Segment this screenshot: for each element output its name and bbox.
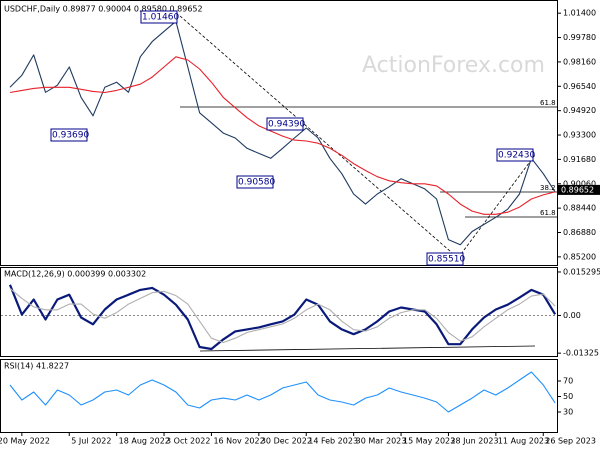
rsi-panel — [0, 359, 558, 433]
rsi-title: RSI(14) 41.8227 — [4, 362, 69, 371]
trend-line — [457, 154, 536, 259]
x-tick-label: 30 Dec 2022 — [261, 437, 312, 446]
watermark: ActionForex.com — [362, 53, 545, 78]
series-line — [9, 371, 556, 413]
y-tick-label: 50 — [563, 392, 573, 401]
x-tick-label: 16 Nov 2022 — [213, 437, 264, 446]
y-tick-label: 0.93300 — [563, 131, 596, 140]
y-tick-label: 0.94920 — [563, 106, 596, 115]
last-price-label: 0.89652 — [561, 185, 594, 194]
x-tick-label: 3 Oct 2022 — [166, 437, 210, 446]
y-tick-label: 0.88440 — [563, 204, 596, 213]
y-tick-label: 0.00 — [563, 311, 581, 320]
annotation: 0.85510 — [428, 255, 465, 265]
series-line — [9, 287, 556, 344]
x-tick-label: 30 Mar 2023 — [356, 437, 407, 446]
y-tick-label: 0.85200 — [563, 252, 596, 261]
y-tick-label: 30 — [563, 408, 573, 417]
x-tick-label: 26 Sep 2023 — [545, 437, 596, 446]
x-tick-label: 18 Aug 2022 — [119, 437, 170, 446]
y-tick-label: 1.01400 — [563, 9, 596, 18]
y-tick-label: 0.86880 — [563, 228, 596, 237]
annotation-box — [50, 128, 88, 142]
y-tick-label: 0.90060 — [563, 179, 596, 188]
y-tick-label: 0.96540 — [563, 82, 596, 91]
x-tick-label: 14 Feb 2023 — [308, 437, 358, 446]
series-line — [9, 56, 556, 215]
annotation: 1.01460 — [142, 13, 179, 23]
x-tick-label: 15 May 2023 — [403, 437, 455, 446]
annotation: 0.92430 — [498, 151, 535, 161]
annotation: 0.90580 — [238, 178, 275, 188]
macd-panel — [0, 267, 558, 357]
macd-title: MACD(12,26,9) 0.000399 0.003302 — [4, 270, 146, 279]
main-title: USDCHF,Daily 0.89877 0.90004 0.89580 0.8… — [4, 5, 203, 14]
annotation-box — [266, 117, 304, 131]
annotation-box — [140, 10, 178, 24]
fib-label: 61.8 — [540, 99, 556, 107]
y-tick-label: -0.01325 — [563, 349, 599, 358]
annotation: 0.93690 — [52, 131, 89, 141]
x-tick-label: 28 Jun 2023 — [450, 437, 498, 446]
annotation-box — [426, 252, 464, 266]
y-tick-label: 0.015295 — [563, 267, 600, 276]
annotation: 0.94390 — [268, 120, 305, 130]
main-panel — [0, 0, 558, 266]
y-tick-label: 0.91680 — [563, 155, 596, 164]
y-tick-label: 0.99780 — [563, 33, 596, 42]
y-tick-label: 0.98160 — [563, 57, 596, 66]
series-line — [9, 20, 556, 246]
divergence-line — [199, 345, 536, 352]
x-tick-label: 5 Jul 2022 — [71, 437, 111, 446]
last-price-box — [558, 184, 600, 195]
y-tick-label: 70 — [563, 377, 573, 386]
trend-line — [179, 15, 459, 259]
fib-label: 38.2 — [540, 184, 556, 192]
annotation-box — [236, 175, 274, 189]
annotation-box — [496, 148, 534, 162]
fib-label: 61.8 — [540, 209, 556, 217]
x-tick-label: 11 Aug 2023 — [498, 437, 549, 446]
x-tick-label: 20 May 2022 — [0, 437, 50, 446]
